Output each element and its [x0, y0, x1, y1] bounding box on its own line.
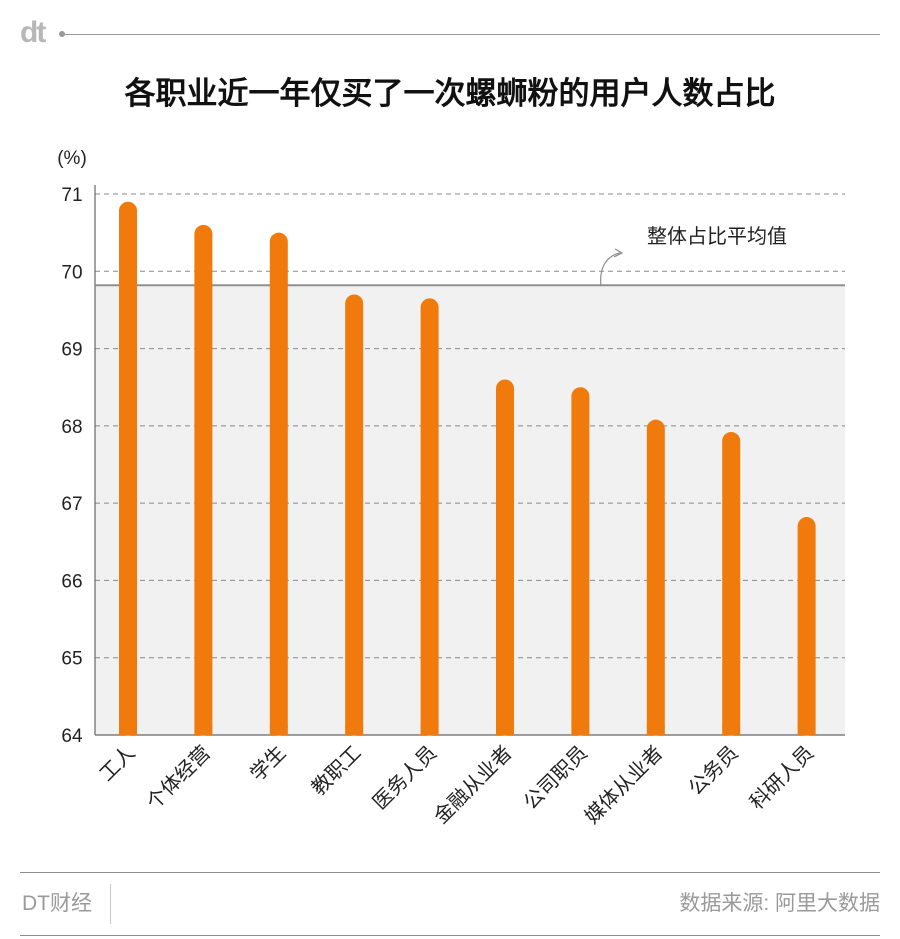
bar-2 — [194, 224, 213, 736]
bar-1 — [119, 201, 137, 736]
bar-base-4 — [345, 726, 364, 735]
footer-brand: DT财经 — [22, 892, 92, 915]
average-reference-label: 整体占比平均值 — [647, 225, 787, 248]
average-annotation-arrow — [600, 252, 621, 287]
y-tick-label: 65 — [61, 649, 82, 670]
x-tick-label: 工人 — [95, 741, 140, 786]
below-average-shade — [95, 285, 845, 735]
bar-8 — [646, 419, 665, 736]
x-tick-label: 个体经营 — [142, 741, 215, 814]
footer-bottom-line — [20, 935, 880, 936]
bar-4 — [345, 294, 364, 736]
footer-divider — [110, 884, 111, 924]
x-tick-label: 公务员 — [684, 741, 743, 800]
y-tick-label: 70 — [61, 262, 82, 283]
bar-base-7 — [571, 726, 590, 735]
x-tick-label: 媒体从业者 — [580, 741, 667, 828]
bar-9 — [722, 432, 741, 736]
bar-base-10 — [797, 726, 816, 735]
bar-base-5 — [420, 726, 439, 735]
bar-base-9 — [722, 726, 741, 735]
bar-3 — [269, 232, 288, 736]
chart-title: 各职业近一年仅买了一次螺蛳粉的用户人数占比 — [124, 76, 776, 111]
header: dt — [0, 0, 900, 70]
footer-top-line — [20, 872, 880, 873]
y-tick-label: 66 — [61, 571, 82, 592]
y-axis-unit-label: (%) — [57, 148, 87, 169]
header-divider-line — [62, 34, 880, 35]
y-tick-label: 68 — [61, 417, 82, 438]
bar-10 — [797, 517, 816, 736]
bar-base-1 — [119, 726, 137, 735]
y-tick-label: 67 — [61, 494, 82, 515]
bar-base-2 — [194, 726, 213, 735]
bar-base-6 — [496, 726, 514, 735]
dt-logo: dt — [20, 16, 46, 49]
x-tick-label: 科研人员 — [745, 741, 818, 814]
x-tick-label: 金融从业者 — [430, 741, 517, 828]
y-tick-label: 71 — [61, 185, 82, 206]
y-tick-label: 64 — [61, 726, 83, 747]
data-source: 数据来源: 阿里大数据 — [679, 892, 880, 915]
bar-7 — [571, 387, 590, 736]
bar-6 — [496, 379, 514, 736]
average-annotation-arrowhead — [613, 248, 624, 258]
x-tick-label: 医务人员 — [368, 741, 441, 814]
y-tick-label: 69 — [61, 340, 82, 361]
bar-base-3 — [269, 726, 288, 735]
x-tick-label: 公司职员 — [520, 742, 592, 814]
bar-5 — [420, 298, 439, 736]
bar-base-8 — [646, 726, 665, 735]
x-tick-label: 学生 — [246, 741, 291, 786]
x-tick-label: 教职工 — [307, 741, 366, 800]
